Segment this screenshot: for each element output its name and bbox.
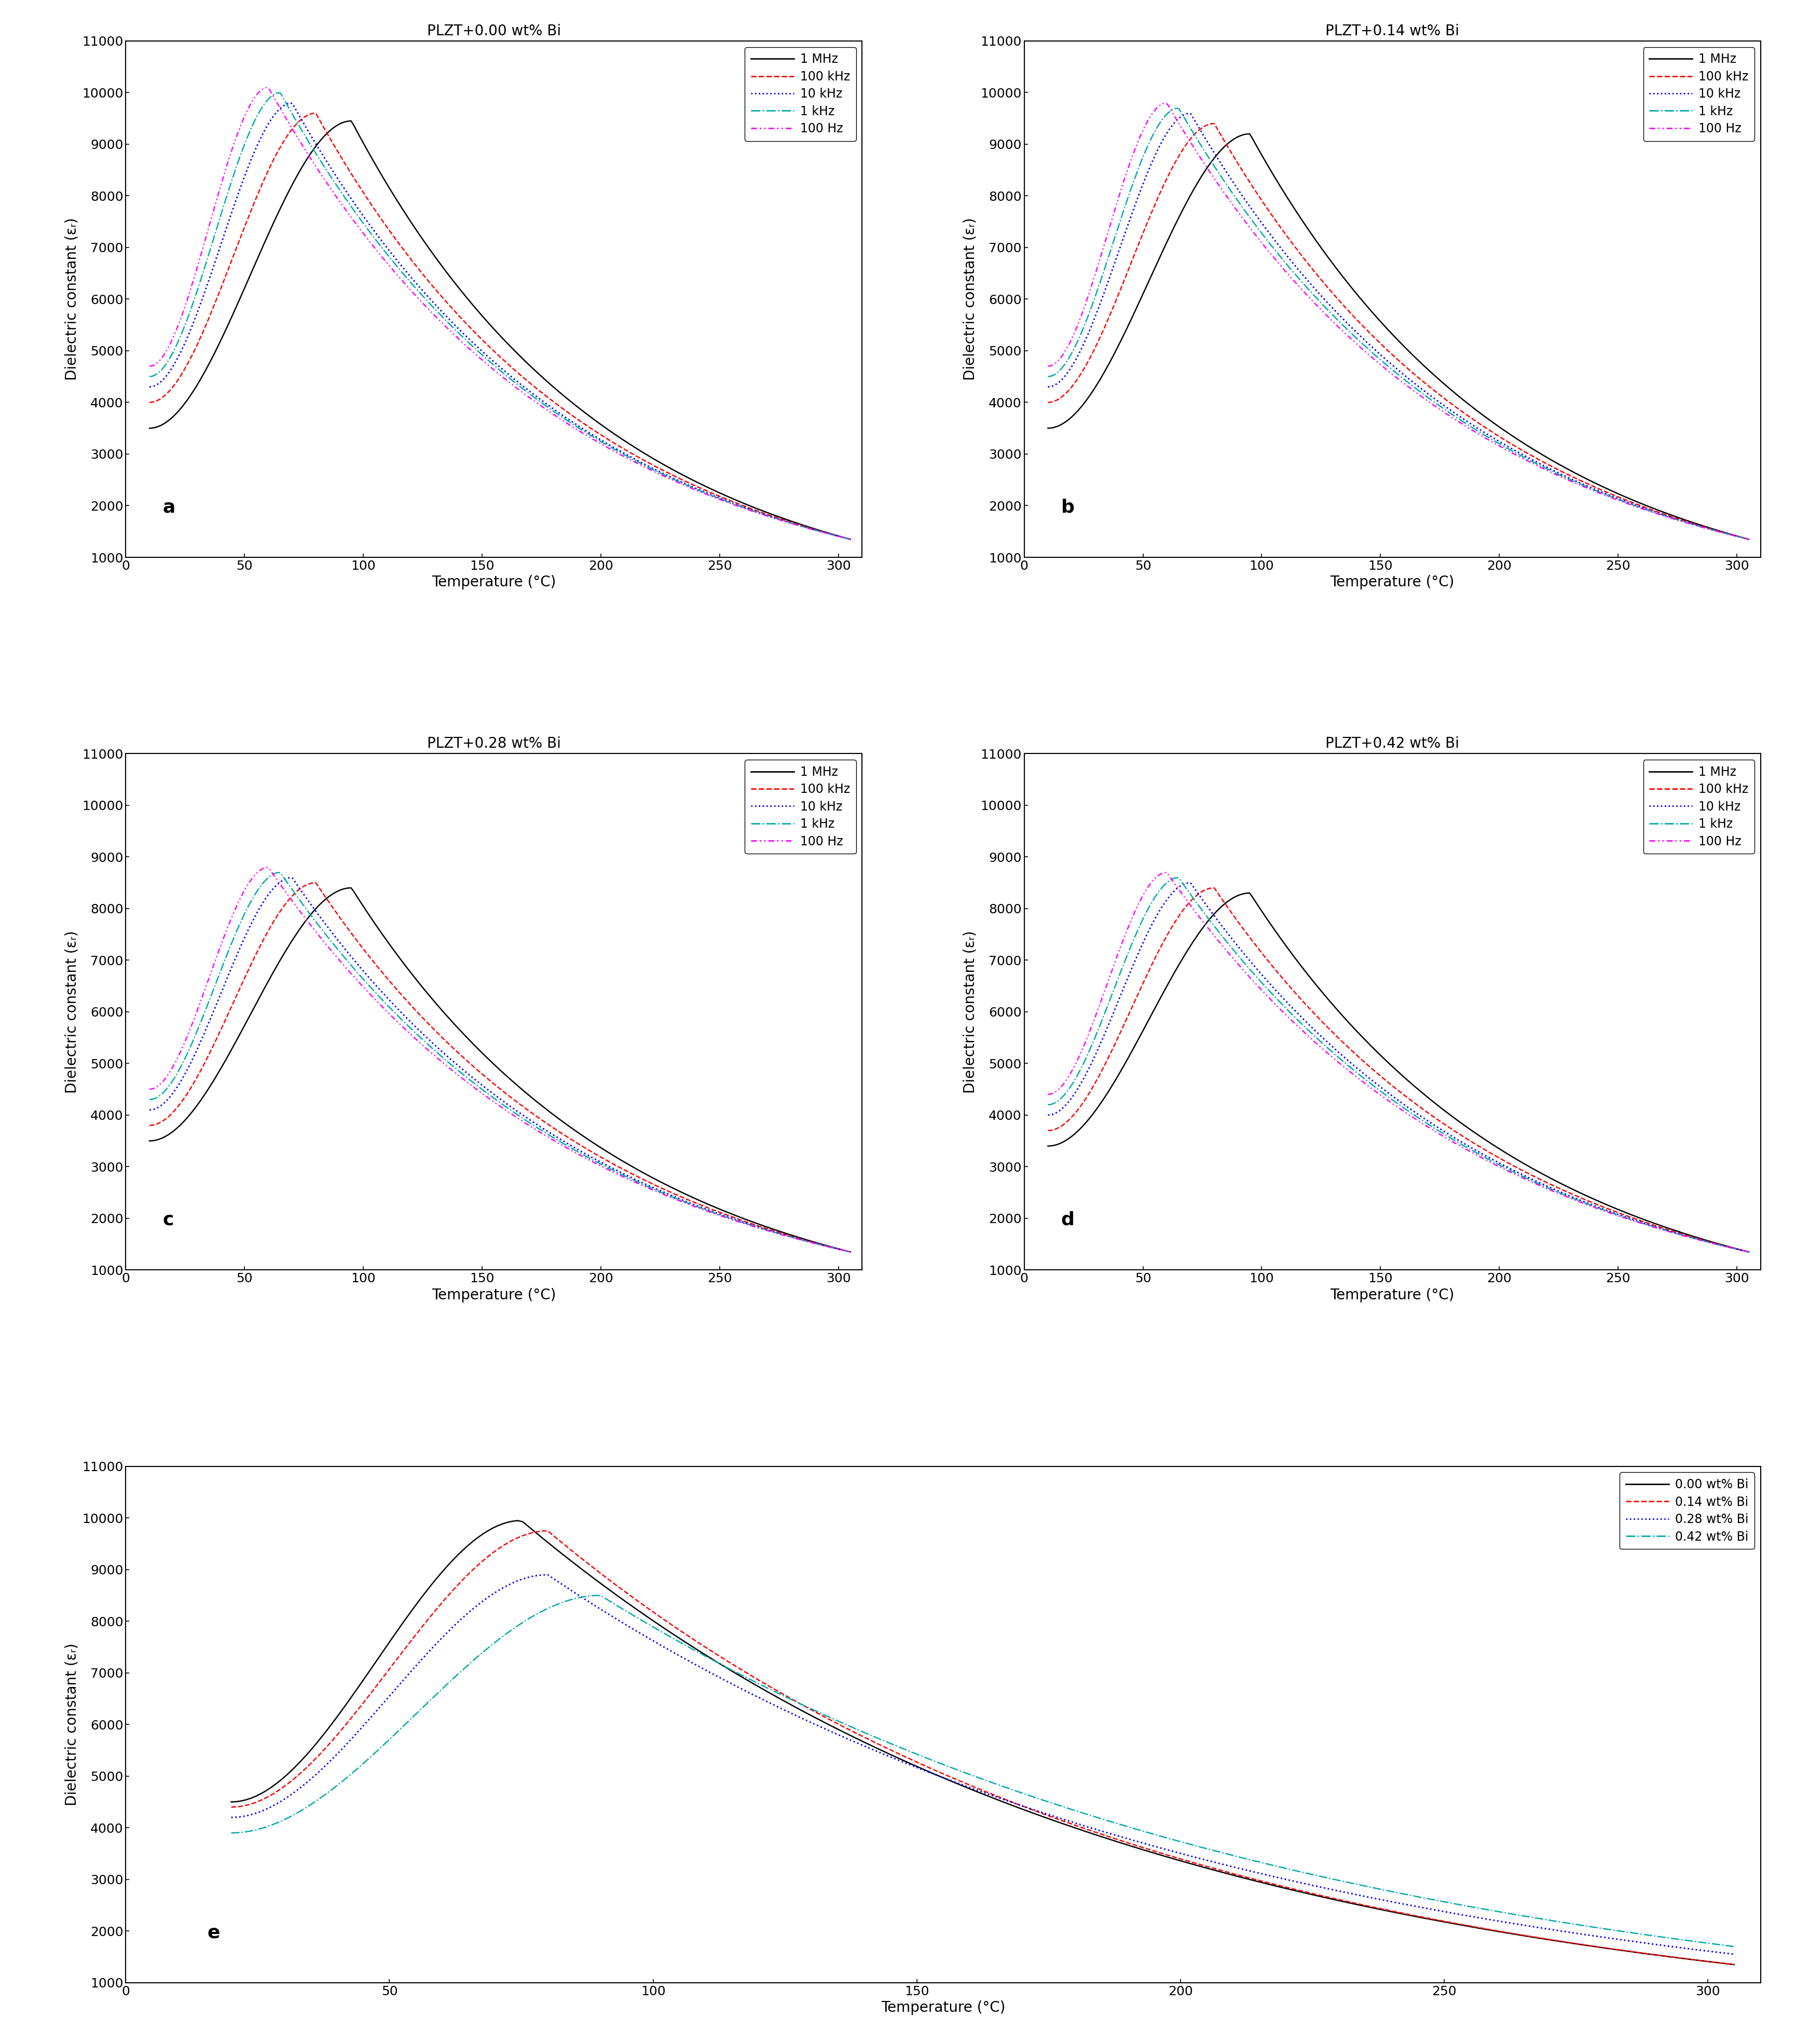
Text: b: b (1061, 499, 1074, 515)
Text: c: c (162, 1210, 174, 1228)
Legend: 0.00 wt% Bi, 0.14 wt% Bi, 0.28 wt% Bi, 0.42 wt% Bi: 0.00 wt% Bi, 0.14 wt% Bi, 0.28 wt% Bi, 0… (1620, 1472, 1755, 1549)
Y-axis label: Dielectric constant (εᵣ): Dielectric constant (εᵣ) (963, 930, 977, 1094)
Y-axis label: Dielectric constant (εᵣ): Dielectric constant (εᵣ) (65, 219, 79, 380)
Text: d: d (1061, 1210, 1074, 1228)
Text: e: e (208, 1923, 221, 1942)
X-axis label: Temperature (°C): Temperature (°C) (880, 2001, 1006, 2015)
X-axis label: Temperature (°C): Temperature (°C) (431, 1288, 557, 1302)
Y-axis label: Dielectric constant (εᵣ): Dielectric constant (εᵣ) (65, 1643, 79, 1805)
Y-axis label: Dielectric constant (εᵣ): Dielectric constant (εᵣ) (963, 219, 977, 380)
Legend: 1 MHz, 100 kHz, 10 kHz, 1 kHz, 100 Hz: 1 MHz, 100 kHz, 10 kHz, 1 kHz, 100 Hz (1643, 760, 1755, 854)
Title: PLZT+0.28 wt% Bi: PLZT+0.28 wt% Bi (427, 736, 560, 750)
Legend: 1 MHz, 100 kHz, 10 kHz, 1 kHz, 100 Hz: 1 MHz, 100 kHz, 10 kHz, 1 kHz, 100 Hz (745, 47, 855, 141)
X-axis label: Temperature (°C): Temperature (°C) (1329, 574, 1455, 591)
Legend: 1 MHz, 100 kHz, 10 kHz, 1 kHz, 100 Hz: 1 MHz, 100 kHz, 10 kHz, 1 kHz, 100 Hz (745, 760, 855, 854)
X-axis label: Temperature (°C): Temperature (°C) (1329, 1288, 1455, 1302)
X-axis label: Temperature (°C): Temperature (°C) (431, 574, 557, 591)
Y-axis label: Dielectric constant (εᵣ): Dielectric constant (εᵣ) (65, 930, 79, 1094)
Title: PLZT+0.42 wt% Bi: PLZT+0.42 wt% Bi (1325, 736, 1458, 750)
Title: PLZT+0.14 wt% Bi: PLZT+0.14 wt% Bi (1325, 25, 1458, 39)
Title: PLZT+0.00 wt% Bi: PLZT+0.00 wt% Bi (427, 25, 560, 39)
Text: a: a (162, 499, 176, 515)
Legend: 1 MHz, 100 kHz, 10 kHz, 1 kHz, 100 Hz: 1 MHz, 100 kHz, 10 kHz, 1 kHz, 100 Hz (1643, 47, 1755, 141)
